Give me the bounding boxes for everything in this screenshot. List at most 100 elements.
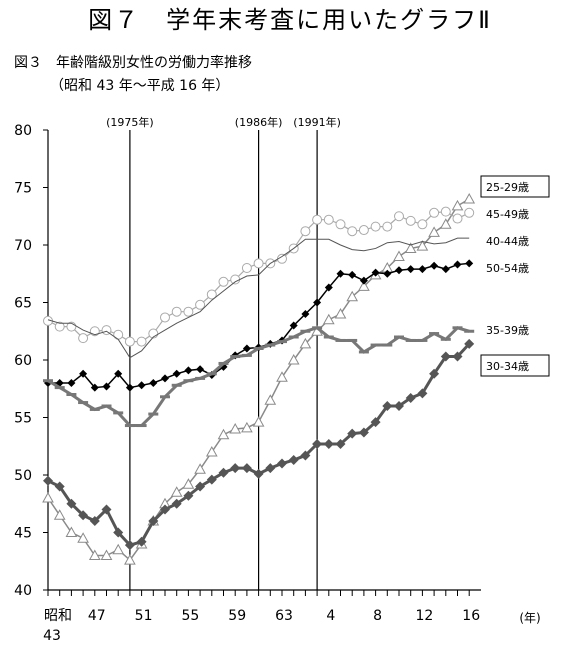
marker [452,351,463,362]
marker [170,486,183,497]
y-tick-label: 75 [14,181,32,197]
marker [42,491,54,503]
reference-label: (1991年) [293,115,341,129]
marker [112,543,125,555]
marker [217,428,230,440]
marker [382,401,393,411]
series [47,237,470,359]
y-tick-label: 45 [14,526,32,542]
marker [404,242,417,253]
marker [66,498,77,509]
marker [440,206,451,217]
page-title: 図７ 学年末考査に用いたグラフⅡ [88,6,492,34]
marker [230,463,241,474]
marker [171,498,182,509]
x-unit-label: (年) [519,611,540,625]
marker [465,259,474,268]
marker [394,211,404,222]
marker [184,366,193,375]
x-tick-label: 51 [135,608,153,624]
marker [382,221,393,232]
marker [229,422,242,434]
marker [300,450,311,461]
marker [451,199,464,211]
x-tick-label: 63 [275,608,293,624]
marker [218,276,229,287]
marker [393,250,405,261]
marker [205,445,218,457]
marker [252,416,265,427]
marker [54,481,65,492]
y-tick-label: 55 [14,411,32,427]
marker [195,299,206,310]
marker [417,219,428,230]
marker [441,265,450,274]
marker [265,463,276,474]
marker [206,474,217,485]
marker [230,274,241,285]
marker [324,283,333,292]
marker [253,258,264,269]
marker [125,383,134,392]
marker [347,226,358,237]
marker [405,215,416,226]
marker [288,455,299,466]
marker [439,218,452,229]
x-tick-label: 8 [373,608,382,624]
marker [53,509,66,520]
marker [253,468,264,479]
y-tick-label: 80 [14,123,32,139]
marker [183,306,194,317]
marker [149,379,158,387]
marker [196,365,205,374]
marker [160,312,170,323]
marker [161,374,169,383]
marker [452,213,463,224]
marker [241,263,252,273]
marker [358,427,369,438]
x-tick-label: 59 [228,608,246,624]
x-tick-label: 55 [181,608,199,624]
marker [430,261,439,270]
marker [264,394,277,405]
marker [277,458,287,469]
marker [358,225,369,236]
marker [418,265,427,274]
y-tick-label: 70 [14,238,32,254]
y-tick-label: 65 [14,296,32,312]
marker [113,329,124,340]
marker [299,337,312,349]
marker [371,268,380,277]
marker [428,226,440,237]
marker [65,526,78,537]
marker [100,549,113,560]
marker [463,192,476,204]
marker [453,260,462,269]
reference-label: (1975年) [106,115,154,129]
marker [114,369,123,378]
marker [395,266,403,275]
marker [241,463,252,474]
marker [440,351,451,362]
marker [335,219,346,230]
marker [78,510,89,521]
series-label: 30-34歳 [486,360,529,373]
marker [346,290,359,302]
marker [241,421,253,433]
series-label: 25-29歳 [486,181,529,194]
marker [137,381,146,390]
marker [242,344,251,353]
marker [113,527,124,538]
marker [370,221,381,232]
marker [101,504,112,515]
marker [79,369,88,378]
marker [464,207,475,218]
marker [417,388,428,399]
marker [195,481,206,492]
series [43,326,475,428]
marker [335,438,346,449]
label-box [480,354,550,377]
marker [323,438,334,449]
y-tick-label: 50 [14,468,32,484]
